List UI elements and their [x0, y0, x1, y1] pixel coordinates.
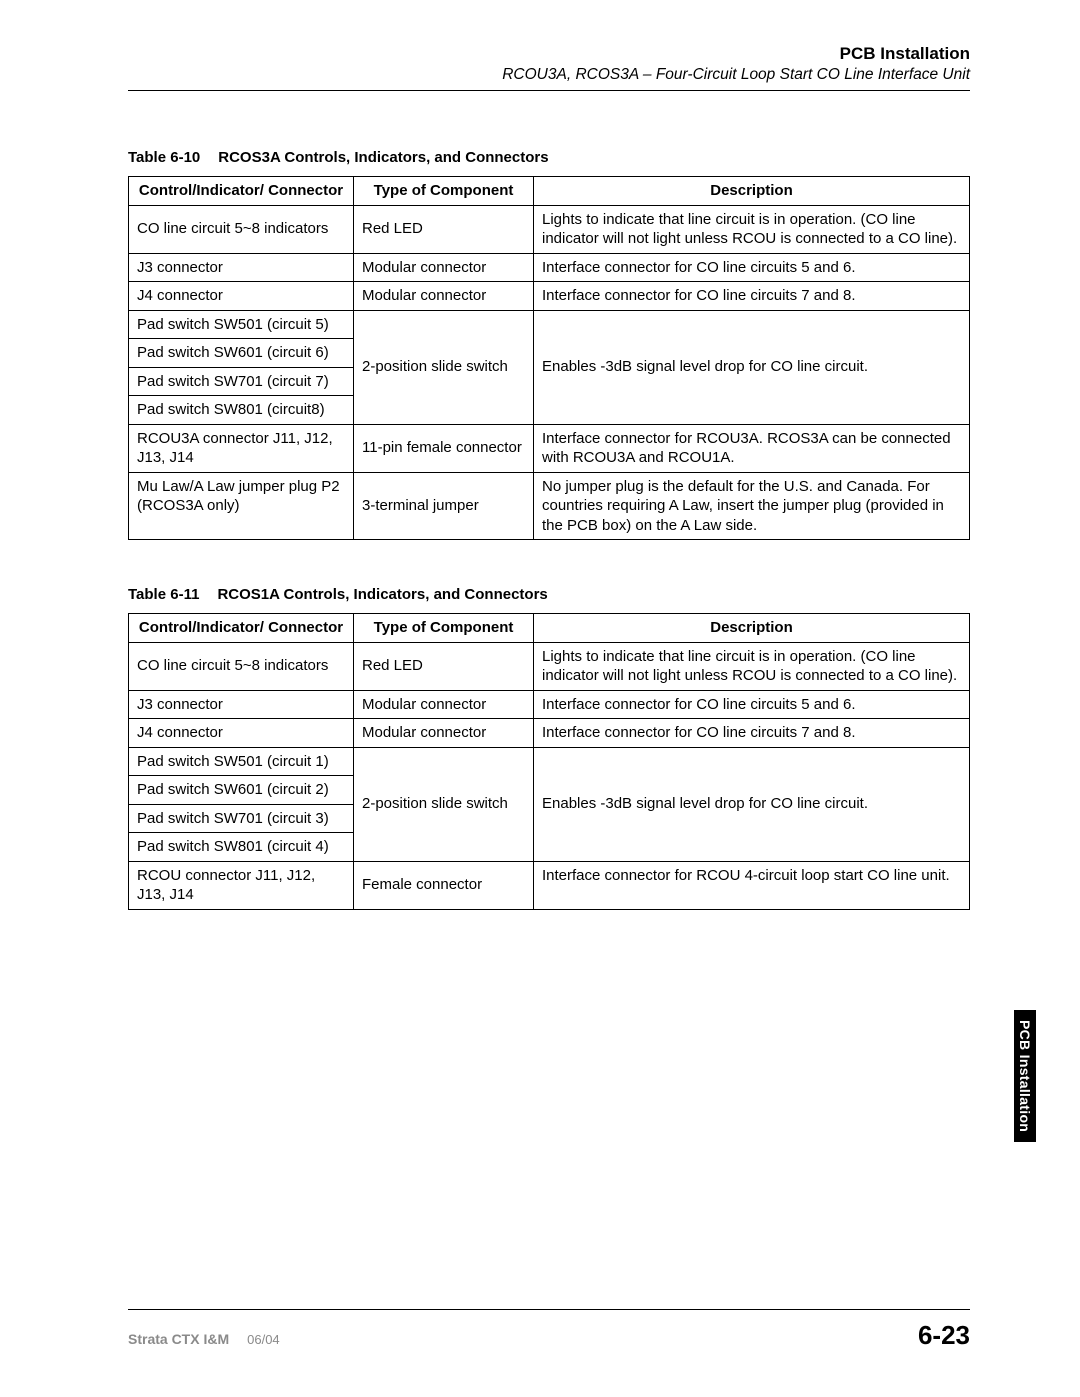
cell: 11-pin female connector: [354, 424, 534, 472]
cell: J4 connector: [129, 282, 354, 311]
cell: 3-terminal jumper: [354, 472, 534, 540]
cell: CO line circuit 5~8 indicators: [129, 205, 354, 253]
cell: Interface connector for CO line circuits…: [534, 690, 970, 719]
cell: Modular connector: [354, 719, 534, 748]
footer-doc: Strata CTX I&M: [128, 1331, 229, 1347]
footer: Strata CTX I&M 06/04 6-23: [128, 1309, 970, 1351]
cell: Modular connector: [354, 253, 534, 282]
cell: Pad switch SW701 (circuit 7): [129, 367, 354, 396]
table-6-11-caption: Table 6-11 RCOS1A Controls, Indicators, a…: [128, 586, 970, 603]
header-title: PCB Installation: [128, 44, 970, 64]
cell: Pad switch SW501 (circuit 5): [129, 310, 354, 339]
cell: J3 connector: [129, 690, 354, 719]
cell: Red LED: [354, 642, 534, 690]
cell: Pad switch SW601 (circuit 2): [129, 776, 354, 805]
caption-text: RCOS3A Controls, Indicators, and Connect…: [218, 149, 548, 166]
cell: J4 connector: [129, 719, 354, 748]
cell: No jumper plug is the default for the U.…: [534, 472, 970, 540]
caption-number: Table 6-10: [128, 149, 200, 166]
page-header: PCB Installation RCOU3A, RCOS3A – Four-C…: [128, 44, 970, 91]
cell: Pad switch SW801 (circuit 4): [129, 833, 354, 862]
page-number: 6-23: [918, 1320, 970, 1351]
cell: J3 connector: [129, 253, 354, 282]
cell: Female connector: [354, 861, 534, 909]
th-type: Type of Component: [354, 614, 534, 643]
cell: Modular connector: [354, 690, 534, 719]
caption-text: RCOS1A Controls, Indicators, and Connect…: [217, 586, 547, 603]
footer-left: Strata CTX I&M 06/04: [128, 1331, 280, 1347]
footer-date: 06/04: [247, 1332, 280, 1347]
cell: Pad switch SW801 (circuit8): [129, 396, 354, 425]
cell: Interface connector for CO line circuits…: [534, 719, 970, 748]
caption-number: Table 6-11: [128, 586, 199, 603]
th-control: Control/Indicator/ Connector: [129, 614, 354, 643]
th-type: Type of Component: [354, 177, 534, 206]
th-desc: Description: [534, 177, 970, 206]
cell: Enables -3dB signal level drop for CO li…: [534, 310, 970, 424]
header-subtitle: RCOU3A, RCOS3A – Four-Circuit Loop Start…: [128, 66, 970, 84]
table-6-10-caption: Table 6-10 RCOS3A Controls, Indicators, a…: [128, 149, 970, 166]
cell: Pad switch SW701 (circuit 3): [129, 804, 354, 833]
table-6-10: Control/Indicator/ Connector Type of Com…: [128, 176, 970, 540]
cell: Mu Law/A Law jumper plug P2 (RCOS3A only…: [129, 472, 354, 540]
cell: 2-position slide switch: [354, 747, 534, 861]
cell: Interface connector for RCOU3A. RCOS3A c…: [534, 424, 970, 472]
cell: Modular connector: [354, 282, 534, 311]
cell: Red LED: [354, 205, 534, 253]
th-desc: Description: [534, 614, 970, 643]
cell: Interface connector for CO line circuits…: [534, 253, 970, 282]
cell: Interface connector for CO line circuits…: [534, 282, 970, 311]
cell: Enables -3dB signal level drop for CO li…: [534, 747, 970, 861]
side-tab: PCB Installation: [1014, 1010, 1036, 1142]
cell: Lights to indicate that line circuit is …: [534, 205, 970, 253]
cell: Pad switch SW601 (circuit 6): [129, 339, 354, 368]
cell: Interface connector for RCOU 4-circuit l…: [534, 861, 970, 909]
cell: CO line circuit 5~8 indicators: [129, 642, 354, 690]
th-control: Control/Indicator/ Connector: [129, 177, 354, 206]
cell: 2-position slide switch: [354, 310, 534, 424]
cell: RCOU connector J11, J12, J13, J14: [129, 861, 354, 909]
cell: Pad switch SW501 (circuit 1): [129, 747, 354, 776]
cell: Lights to indicate that line circuit is …: [534, 642, 970, 690]
cell: RCOU3A connector J11, J12, J13, J14: [129, 424, 354, 472]
table-6-11: Control/Indicator/ Connector Type of Com…: [128, 613, 970, 910]
